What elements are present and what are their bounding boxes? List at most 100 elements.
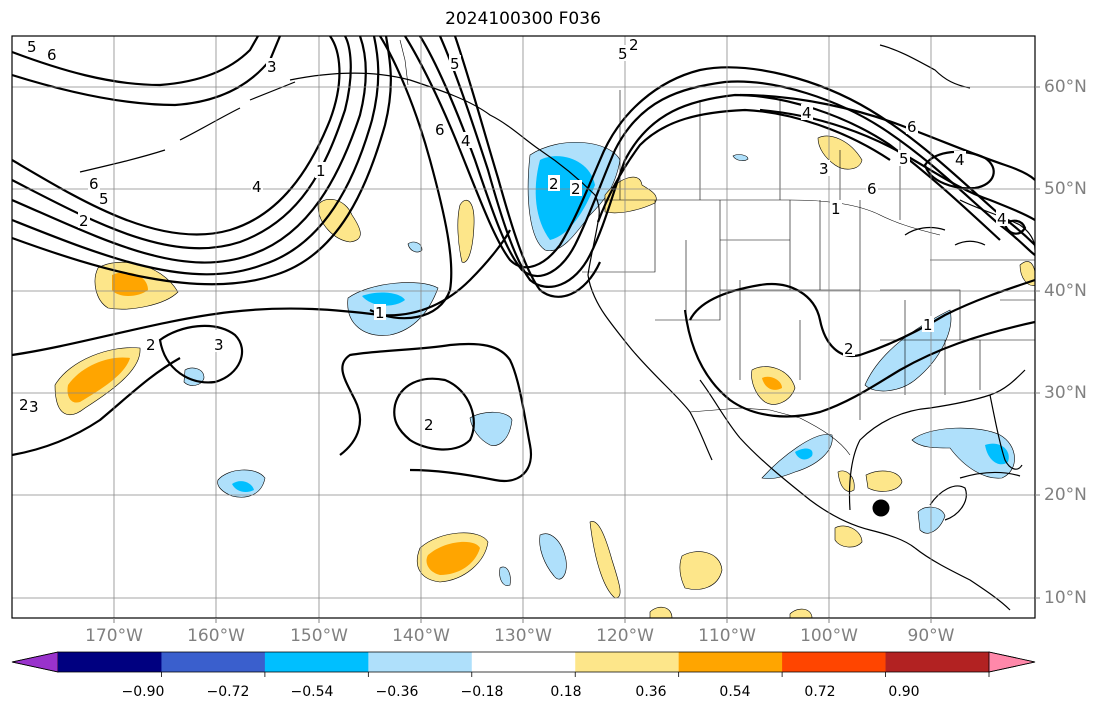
contour-w6 [12, 36, 259, 87]
contour-label: 6 [47, 46, 57, 64]
political-borders [399, 39, 1035, 456]
pos-region-8 [679, 551, 723, 590]
lon-label-120w: 120°W [596, 626, 654, 646]
colorbar-label: −0.72 [206, 684, 250, 700]
pos-region-12 [649, 606, 673, 618]
contour-label: 5 [27, 38, 37, 56]
neg-region-small4 [499, 566, 511, 586]
height-contours [12, 36, 1035, 483]
contour-ridge3 [438, 36, 1001, 288]
neg-region-small6 [732, 154, 749, 161]
contour-w4 [12, 36, 380, 276]
canada-east [959, 199, 1035, 251]
great-lakes [904, 226, 986, 246]
lat-label-20n: 20°N [1044, 485, 1087, 505]
colorbar-extend-low [11, 651, 59, 673]
colorbar-label: 0.90 [888, 684, 920, 700]
contour-label: 2 [844, 340, 854, 358]
contour-label: 5 [450, 55, 460, 73]
colorbar-extend-high [988, 651, 1036, 673]
contour-ne-small [1003, 219, 1027, 235]
contour-label: 4 [997, 210, 1007, 228]
lon-ticks [113, 618, 932, 623]
contour-label: 3 [29, 398, 39, 416]
central-america [914, 547, 1011, 611]
contour-label: 1 [375, 304, 385, 322]
contour-label: 1 [316, 162, 326, 180]
contour-ridge2 [419, 36, 1035, 277]
contour-label: 5 [899, 150, 909, 168]
pos-region-14 [1019, 261, 1035, 286]
neg-region-mexico-core [795, 448, 813, 460]
colorbar-cell [575, 652, 680, 672]
contour-label: 1 [923, 316, 933, 334]
contour-label: 2 [549, 175, 559, 193]
colorbar-label: −0.54 [290, 684, 334, 700]
colorbar-cell [161, 652, 266, 672]
neg-region-gulf-core [985, 443, 1009, 465]
pos-region-1 [317, 198, 361, 243]
neg-region-small5 [407, 241, 423, 253]
contour-label: 2 [146, 336, 156, 354]
contour-label: 2 [629, 36, 639, 54]
us-canada-border [595, 199, 941, 236]
us-mexico-border [689, 407, 851, 456]
lon-label-160w: 160°W [187, 626, 245, 646]
contour-2-big [339, 342, 533, 483]
contour-label-group: 5 6 3 6 5 4 1 2 3 2 1 2 3 2 [18, 36, 1008, 434]
contour-ridge4 [453, 36, 891, 298]
state-lines [582, 200, 1035, 420]
contour-w2 [12, 36, 352, 250]
colorbar-label: −0.90 [121, 684, 165, 700]
pos-region-6-core [426, 541, 480, 575]
cuba [959, 471, 1021, 479]
neg-region-central [917, 506, 946, 534]
pos-region-west-core [112, 272, 148, 296]
contour-label: 3 [214, 336, 224, 354]
neg-region-small3 [539, 533, 567, 580]
contour-1-long [12, 229, 511, 357]
lat-label-40n: 40°N [1044, 281, 1087, 301]
alaska-canada-border [399, 39, 409, 86]
contour-2-south [12, 324, 244, 457]
map-background [12, 36, 1035, 618]
canada-provinces [619, 90, 901, 220]
contour-w1 [12, 36, 341, 236]
colorbar [11, 651, 1036, 677]
lat-label-50n: 50°N [1044, 179, 1087, 199]
contour-label: 6 [907, 118, 917, 136]
station-dot [872, 499, 890, 517]
contour-label: 4 [955, 151, 965, 169]
lon-label-110w: 110°W [698, 626, 756, 646]
neg-region-gulf [911, 427, 1015, 479]
florida [989, 394, 1023, 470]
lon-label-140w: 140°W [392, 626, 450, 646]
contour-label: 5 [618, 45, 628, 63]
contour-label: 3 [819, 160, 829, 178]
colorbar-cell [678, 652, 783, 672]
contour-label: 2 [424, 416, 434, 434]
neg-region-mexico [761, 434, 833, 480]
neg-region-hawaii-core [232, 481, 254, 492]
lat-label-60n: 60°N [1044, 77, 1087, 97]
contour-label: 4 [461, 132, 471, 150]
contour-label: 2 [19, 396, 29, 414]
shaded-anomalies [54, 135, 1035, 618]
contour-label: 4 [802, 104, 812, 122]
colorbar-label: −0.18 [460, 684, 504, 700]
colorbar-cell [782, 652, 887, 672]
contour-ridge5 [369, 36, 453, 320]
coastlines [79, 44, 1035, 611]
neg-region-small2 [469, 411, 513, 446]
contour-ridge1 [404, 36, 1035, 269]
contour-label: 2 [79, 212, 89, 230]
pos-region-3 [604, 176, 657, 214]
colorbar-label: 0.36 [635, 684, 667, 700]
colorbar-label: 0.72 [804, 684, 836, 700]
west-coast [587, 221, 691, 413]
chart-title: 2024100300 F036 [445, 9, 601, 29]
contour-4-loop [923, 150, 995, 190]
contour-label: 5 [99, 190, 109, 208]
contour-label: 1 [831, 200, 841, 218]
